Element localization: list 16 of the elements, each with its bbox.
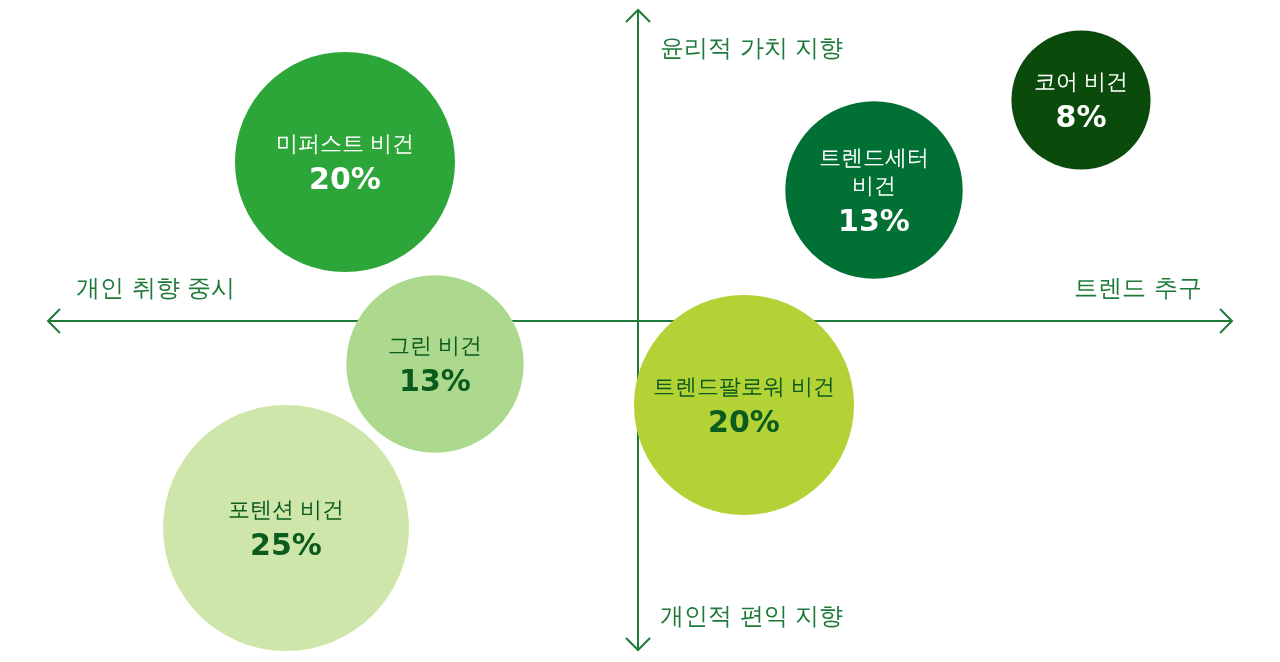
category-label: 포텐션 비건	[227, 497, 345, 522]
text: 윤리적 가치 지향	[660, 34, 844, 62]
category-label: 코어 비건	[1033, 69, 1129, 94]
text: 개인적 편익 지향	[660, 602, 844, 630]
category-label: 그린 비건	[387, 333, 483, 358]
data-label: 8%	[1055, 99, 1107, 134]
data-label: 13%	[838, 203, 910, 238]
data-label: 20%	[708, 404, 780, 439]
category-label: 트렌드세터 비건	[819, 145, 929, 198]
data-label: 13%	[399, 363, 471, 398]
text: 트렌드 추구	[1074, 274, 1202, 302]
category-label: 트렌드팔로워 비건	[652, 374, 836, 399]
data-label: 25%	[250, 527, 322, 562]
category-label: 미퍼스트 비건	[275, 131, 415, 156]
data-label: 20%	[309, 161, 381, 196]
text: 개인 취향 중시	[76, 274, 236, 302]
